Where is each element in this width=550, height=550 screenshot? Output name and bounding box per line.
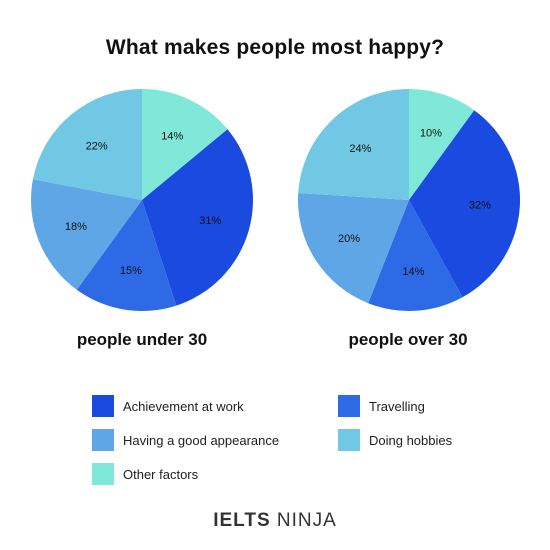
pie-data-label-other: 14% xyxy=(161,131,183,143)
pie-data-label-travelling: 14% xyxy=(402,266,424,278)
pie-slice-other xyxy=(409,89,475,200)
pie-data-label-achievement: 32% xyxy=(469,199,491,211)
legend-label: Travelling xyxy=(369,398,425,414)
pie-data-label-other: 10% xyxy=(420,127,442,139)
legend-item-travelling: Travelling xyxy=(338,395,425,417)
pie-label-over-30: people over 30 xyxy=(348,330,468,349)
brand-logo: IELTS NINJA xyxy=(0,510,550,532)
legend-label: Other factors xyxy=(123,466,199,482)
chart-title: What makes people most happy? xyxy=(105,36,445,59)
pie-slice-travelling xyxy=(368,200,463,311)
pie-slice-travelling xyxy=(76,200,177,311)
legend-item-hobbies: Doing hobbies xyxy=(338,429,452,451)
brand-logo-part1: IELTS xyxy=(213,510,271,531)
legend-item-achievement: Achievement at work xyxy=(92,395,244,417)
pie-data-label-travelling: 15% xyxy=(120,265,142,277)
pie-slice-hobbies xyxy=(298,89,409,200)
brand-logo-part2: NINJA xyxy=(276,510,337,531)
legend-label: Having a good appearance xyxy=(123,432,280,448)
legend-item-appearance: Having a good appearance xyxy=(92,429,279,451)
pie-data-label-achievement: 31% xyxy=(199,215,221,227)
pie-label-under-30: people under 30 xyxy=(76,330,208,349)
pie-data-label-appearance: 20% xyxy=(338,233,360,245)
pie-data-label-hobbies: 24% xyxy=(349,143,371,155)
pie-slice-appearance xyxy=(30,179,143,290)
pie-slice-appearance xyxy=(297,193,409,304)
pie-charts: 14% 31% 15% 18% 22% 10% 32% 14% 20% 24% xyxy=(30,89,521,311)
legend-label: Doing hobbies xyxy=(369,432,453,448)
legend-item-other: Other factors xyxy=(92,463,198,485)
legend-swatch-other xyxy=(92,463,114,485)
legend-swatch-travelling xyxy=(338,395,360,417)
pie-people-over-30: 10% 32% 14% 20% 24% xyxy=(297,89,521,311)
pie-slice-other xyxy=(142,89,228,200)
pie-slice-hobbies xyxy=(32,89,143,200)
pie-people-under-30: 14% 31% 15% 18% 22% xyxy=(30,89,253,311)
pie-data-label-appearance: 18% xyxy=(65,221,87,233)
pie-slice-achievement xyxy=(409,110,521,298)
legend-swatch-achievement xyxy=(92,395,114,417)
legend-swatch-appearance xyxy=(92,429,114,451)
pie-data-label-hobbies: 22% xyxy=(86,140,108,152)
legend-swatch-hobbies xyxy=(338,429,360,451)
pie-slice-achievement xyxy=(142,129,253,306)
legend-label: Achievement at work xyxy=(123,398,244,414)
